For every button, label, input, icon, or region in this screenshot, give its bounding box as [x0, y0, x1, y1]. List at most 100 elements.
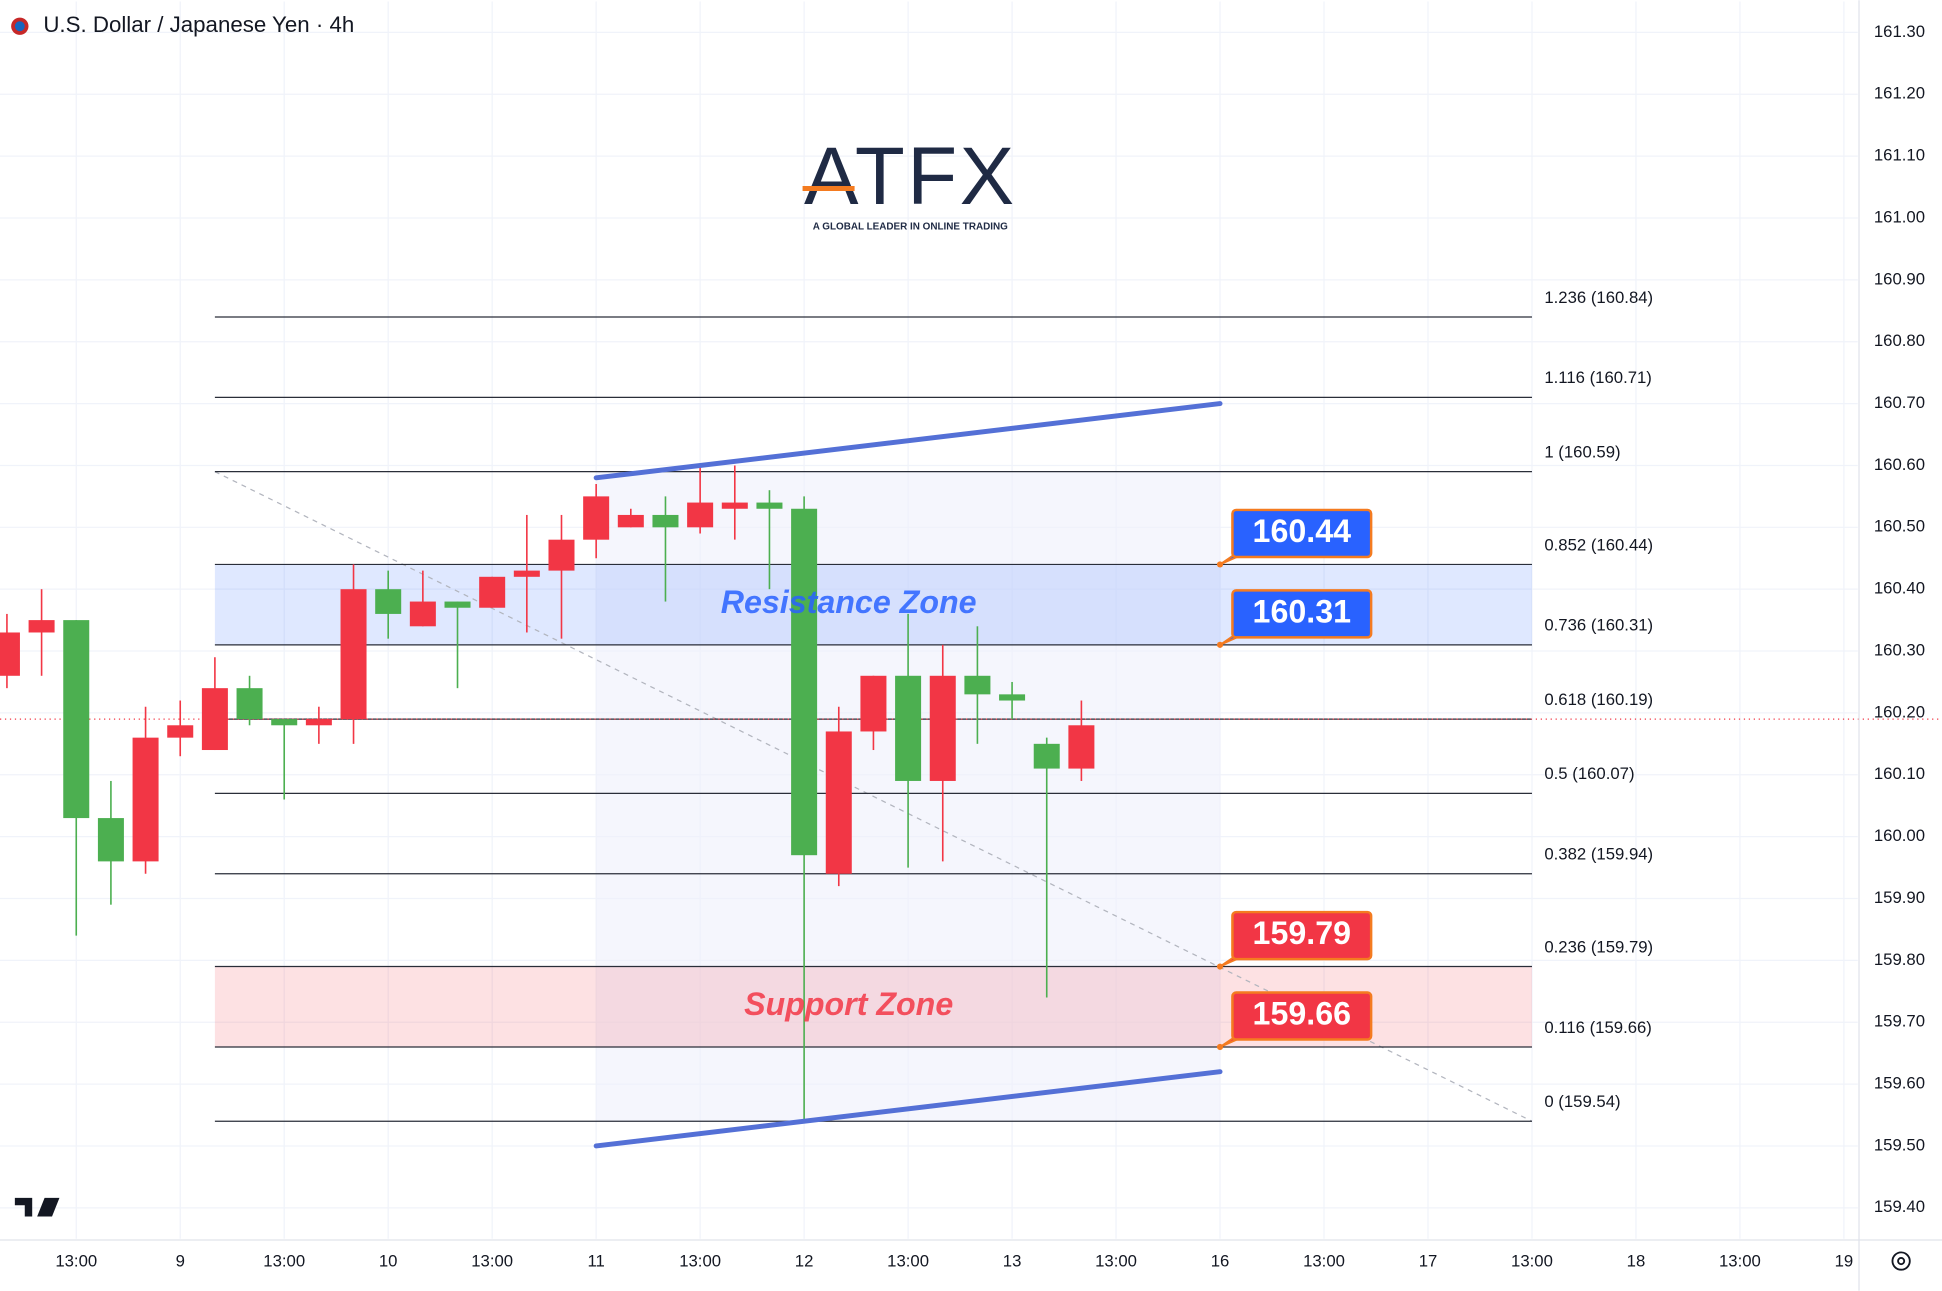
candle-body [28, 620, 55, 633]
x-tick-label: 13:00 [679, 1252, 721, 1271]
y-tick-label: 160.70 [1874, 393, 1925, 412]
candle-body [375, 589, 402, 614]
candle-body [1033, 743, 1060, 769]
callout-label: 160.44 [1253, 513, 1352, 549]
tv-logo-part [14, 1197, 33, 1217]
candle-body [271, 719, 298, 726]
x-tick-label: 16 [1211, 1252, 1230, 1271]
candle-body [132, 737, 159, 862]
candle-body [756, 502, 783, 509]
candle-body [791, 508, 818, 856]
candle-body [721, 502, 748, 509]
callout-anchor [1216, 963, 1224, 970]
x-tick-label: 13:00 [263, 1252, 305, 1271]
callout-label: 160.31 [1253, 593, 1351, 629]
x-tick-label: 19 [1835, 1252, 1854, 1271]
callout-box [1231, 508, 1373, 559]
x-tick-label: 13:00 [471, 1252, 513, 1271]
y-tick-label: 160.30 [1874, 640, 1925, 659]
candle-body [201, 688, 228, 751]
y-tick-label: 159.80 [1874, 950, 1925, 969]
fib-label: 0.382 (159.94) [1544, 845, 1653, 864]
callout-box [1231, 910, 1373, 961]
y-tick-label: 159.90 [1874, 888, 1925, 907]
zone-label: Resistance Zone [721, 584, 977, 620]
callout-label: 159.79 [1253, 915, 1351, 951]
candle-body [167, 725, 194, 738]
candle-body [687, 502, 714, 528]
fib-label: 0 (159.54) [1544, 1092, 1620, 1111]
fib-trend-line [214, 471, 1533, 1122]
candle-body [444, 601, 471, 608]
candle-body [964, 675, 991, 695]
candle-body [236, 688, 263, 720]
x-tick-label: 13:00 [1719, 1252, 1761, 1271]
trendline [593, 1069, 1223, 1149]
candle-body [895, 675, 922, 781]
tv-logo-part [37, 1197, 60, 1217]
candle-body [860, 675, 887, 732]
candle-body [652, 514, 679, 528]
y-tick-label: 160.00 [1874, 826, 1925, 845]
candle-body [929, 675, 956, 781]
x-tick-label: 13:00 [1303, 1252, 1345, 1271]
candle-body [305, 719, 332, 726]
x-tick-label: 13:00 [887, 1252, 929, 1271]
y-tick-label: 159.60 [1874, 1074, 1925, 1093]
y-tick-label: 160.90 [1874, 269, 1925, 288]
chart-title: U.S. Dollar / Japanese Yen · 4h [43, 12, 354, 37]
fib-label: 0.618 (160.19) [1544, 690, 1653, 709]
callout-anchor [1216, 561, 1224, 568]
zone-label: Support Zone [744, 986, 953, 1022]
candle-body [1068, 725, 1095, 769]
y-tick-label: 160.60 [1874, 455, 1925, 474]
callout-box [1231, 991, 1373, 1041]
fib-label: 0.852 (160.44) [1544, 535, 1653, 554]
fib-label: 1.236 (160.84) [1544, 288, 1653, 307]
y-tick-label: 160.80 [1874, 331, 1925, 350]
y-tick-label: 160.20 [1874, 702, 1925, 721]
candle-body [999, 694, 1026, 701]
trendline [593, 401, 1223, 481]
settings-icon-center [1897, 1257, 1906, 1266]
candle-body [479, 576, 506, 608]
x-tick-label: 11 [587, 1252, 604, 1271]
x-tick-label: 17 [1419, 1252, 1438, 1271]
x-tick-label: 13 [1003, 1252, 1022, 1271]
flag-icon-inner [14, 21, 25, 32]
x-tick-label: 13:00 [1095, 1252, 1137, 1271]
fib-label: 0.236 (159.79) [1544, 937, 1653, 956]
y-tick-label: 159.70 [1874, 1012, 1925, 1031]
y-tick-label: 160.10 [1874, 764, 1925, 783]
logo-tagline: A GLOBAL LEADER IN ONLINE TRADING [813, 221, 1008, 232]
callout-box [1231, 589, 1373, 639]
tradingview-logo [14, 1197, 60, 1217]
y-tick-label: 160.50 [1874, 517, 1925, 536]
fib-label: 0.116 (159.66) [1544, 1018, 1652, 1037]
settings-icon[interactable] [1891, 1251, 1911, 1271]
y-tick-label: 161.20 [1874, 84, 1925, 103]
candle-body [583, 496, 610, 540]
x-tick-label: 13:00 [1511, 1252, 1553, 1271]
x-tick-label: 10 [379, 1252, 398, 1271]
candle-body [513, 570, 540, 577]
candle-body [97, 818, 124, 862]
callout-label: 159.66 [1253, 996, 1351, 1032]
y-tick-label: 161.00 [1874, 207, 1925, 226]
callout-anchor [1216, 641, 1224, 648]
y-tick-label: 161.30 [1874, 22, 1925, 41]
y-tick-label: 159.50 [1874, 1135, 1925, 1154]
x-tick-label: 18 [1627, 1252, 1646, 1271]
y-tick-label: 159.40 [1874, 1197, 1925, 1216]
candle-body [409, 601, 436, 627]
y-tick-label: 161.10 [1874, 146, 1925, 165]
candle-body [825, 731, 852, 874]
candle-body [0, 632, 20, 676]
logo-name: ATFX [804, 131, 1017, 222]
x-tick-label: 12 [795, 1252, 814, 1271]
candle-body [617, 514, 644, 528]
candle-body [548, 539, 575, 571]
x-tick-label: 9 [176, 1252, 185, 1271]
y-tick-label: 160.40 [1874, 579, 1925, 598]
